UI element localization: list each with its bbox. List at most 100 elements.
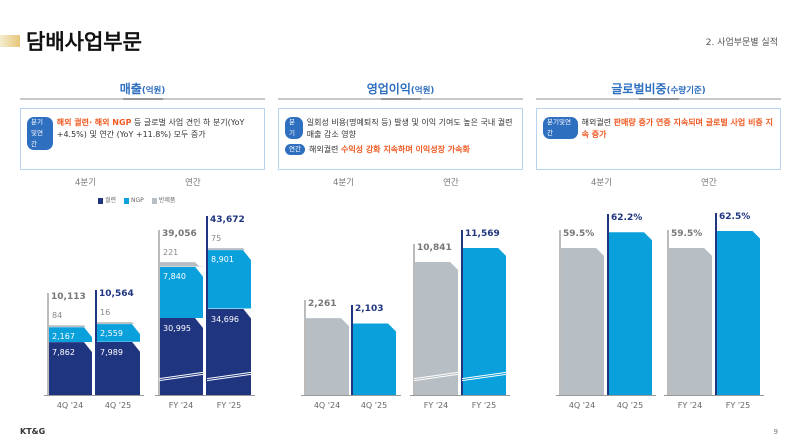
panel-title-text: 글로벌비중: [611, 82, 667, 96]
x-axis-annual: [155, 395, 255, 396]
chart-legend: 궐련 NGP 반제품: [90, 195, 175, 204]
panel-title-0: 매출(억원): [20, 80, 265, 97]
total-label: 39,056: [162, 229, 197, 240]
segment-label: 2,167: [52, 332, 75, 342]
legend-label: NGP: [131, 197, 144, 204]
highlight-text: 수익성 강화 지속하며 이익성장 가속화: [340, 145, 470, 154]
segment-label: 8,901: [211, 255, 234, 265]
bar: [414, 262, 458, 395]
panel-title-text: 매출: [119, 82, 142, 96]
highlight-text: 해외 궐련· 해외 NGP: [56, 118, 132, 127]
bar: [716, 231, 760, 396]
value-marker-line: [607, 214, 609, 395]
group-label: 연간: [185, 178, 201, 188]
segment-label: 84: [52, 311, 63, 321]
x-axis-quarterly: [44, 395, 144, 396]
page-number: 9: [773, 428, 778, 436]
x-tick-label: FY '25: [725, 401, 751, 410]
bar-segment-semi: [207, 248, 251, 250]
total-marker-line: [158, 230, 160, 395]
panel-title-1: 영업이익(억원): [278, 80, 523, 97]
x-tick-label: FY '24: [168, 401, 194, 410]
panel-divider: [20, 98, 265, 100]
segment-label: 16: [100, 308, 111, 318]
bar-segment-ngp: [207, 250, 251, 308]
segment-label: 30,995: [163, 323, 191, 333]
x-axis-annual: [664, 395, 764, 396]
x-tick-label: 4Q '25: [360, 401, 388, 410]
period-badge: 분기및연간: [27, 117, 53, 150]
panel-unit: (수량기준): [666, 86, 706, 96]
note-text: 해외궐련 수익성 강화 지속하며 이익성장 가속화: [309, 144, 470, 156]
total-label: 43,672: [210, 215, 245, 226]
period-badge: 분기: [285, 117, 303, 139]
legend-swatch: [98, 197, 103, 204]
note-row: 연간 해외궐련 수익성 강화 지속하며 이익성장 가속화: [285, 144, 516, 156]
bar-segment-cigarette: [96, 342, 140, 395]
value-label: 62.2%: [611, 213, 643, 224]
panel-unit: (억원): [141, 86, 166, 96]
ktg-logo: KT&G: [20, 427, 46, 436]
legend-label: 반제품: [158, 197, 176, 204]
value-label: 62.5%: [719, 211, 751, 222]
bar-segment-cigarette: [48, 342, 92, 395]
group-label: 4분기: [591, 178, 613, 188]
bar-segment-semi: [48, 325, 92, 327]
note-box: 분기및연간 해외궐련 판매량 증가 연중 지속되며 글로벌 사업 비중 지속 증가: [536, 108, 781, 170]
title-accent-bar: [0, 35, 20, 47]
value-marker-line: [715, 212, 717, 395]
panel-title-text: 영업이익: [366, 82, 411, 96]
value-label: 11,569: [465, 228, 500, 239]
period-badge: 분기및연간: [543, 117, 578, 139]
value-marker-line: [413, 243, 415, 395]
bar-segment-cigarette: [159, 318, 203, 395]
total-marker-line: [206, 216, 208, 395]
value-marker-line: [461, 229, 463, 395]
x-tick-label: FY '25: [216, 401, 242, 410]
segment-label: 221: [163, 248, 179, 258]
group-label: 연간: [443, 178, 459, 188]
value-marker-line: [559, 229, 561, 395]
value-marker-line: [667, 229, 669, 395]
note-box: 분기 일회성 비용(명예퇴직 등) 발생 및 이익 기여도 높은 국내 궐련 매출…: [278, 108, 523, 170]
value-label: 59.5%: [563, 228, 595, 239]
note-text-part: 해외궐련: [581, 118, 614, 127]
total-marker-line: [47, 293, 49, 395]
segment-label: 2,559: [100, 329, 123, 339]
period-badge: 연간: [285, 144, 305, 155]
bar: [560, 248, 604, 395]
section-label: 2. 사업부문별 실적: [705, 38, 778, 48]
bar: [462, 248, 506, 395]
x-tick-label: 4Q '24: [313, 401, 341, 410]
value-label: 2,261: [308, 299, 337, 310]
note-text-part: 등 글로벌 사업 견인 하 분기(YoY +4.5%) 및 연간 (YoY +1…: [56, 118, 245, 139]
x-tick-label: 4Q '25: [616, 401, 644, 410]
note-text-part: 해외궐련: [308, 145, 341, 154]
group-label: 4분기: [333, 178, 355, 188]
panel-title-2: 글로벌비중(수량기준): [536, 80, 781, 97]
note-row: 분기및연간 해외궐련 판매량 증가 연중 지속되며 글로벌 사업 비중 지속 증가: [543, 117, 774, 141]
total-marker-line: [95, 290, 97, 395]
panel-unit: (억원): [410, 86, 435, 96]
note-row: 분기 일회성 비용(명예퇴직 등) 발생 및 이익 기여도 높은 국내 궐련 매출…: [285, 117, 516, 141]
x-tick-label: FY '24: [423, 401, 449, 410]
x-tick-label: 4Q '24: [568, 401, 596, 410]
group-label: 연간: [701, 178, 717, 188]
bar: [305, 318, 349, 395]
bar-segment-semi: [96, 322, 140, 324]
page-title: 담배사업부문: [26, 30, 142, 54]
segment-label: 75: [211, 234, 222, 244]
total-label: 10,564: [99, 289, 134, 300]
bar: [668, 248, 712, 395]
bar-segment-ngp: [159, 267, 203, 318]
bar-segment-ngp: [96, 324, 140, 342]
group-label: 4분기: [75, 178, 97, 188]
value-marker-line: [304, 300, 306, 395]
bar-segment-ngp: [48, 327, 92, 342]
note-text: 일회성 비용(명예퇴직 등) 발생 및 이익 기여도 높은 국내 궐련 매출 감…: [307, 117, 516, 141]
x-axis-annual: [410, 395, 510, 396]
x-axis-quarterly: [301, 395, 401, 396]
note-text-part: 일회성 비용(명예퇴직 등) 발생 및 이익 기여도 높은 국내 궐련 매출 감…: [306, 118, 513, 139]
highlight-text: 판매량 증가 연중 지속되며 글로벌 사업 비중 지속 증가: [581, 118, 773, 139]
segment-label: 7,840: [163, 271, 186, 281]
